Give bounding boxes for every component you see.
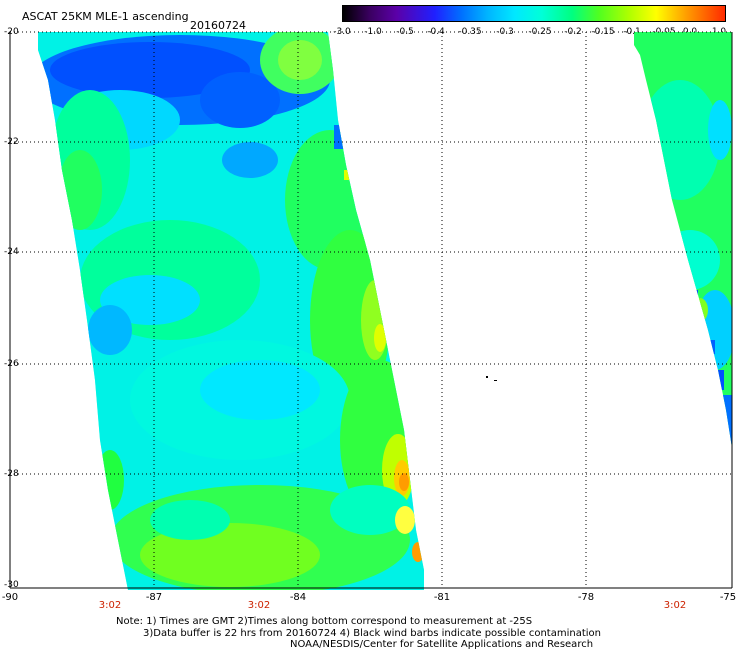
lat-label: -30 <box>4 580 19 590</box>
lat-label: -28 <box>4 469 19 479</box>
island-marks <box>486 376 497 381</box>
lon-label: -81 <box>433 592 451 603</box>
colorbar-label: -0.25 <box>528 27 552 37</box>
map-frame <box>9 32 733 589</box>
colorbar-label: -0.3 <box>496 27 514 37</box>
lon-label: -75 <box>719 592 737 603</box>
grid-lines <box>10 31 732 588</box>
swath-time-label: 3:02 <box>98 600 122 611</box>
lon-label: -90 <box>1 592 19 603</box>
left-swath-data <box>38 32 424 590</box>
color-scale-bar <box>342 5 726 22</box>
lat-label: -20 <box>4 27 19 37</box>
colorbar-label: -0.5 <box>396 27 414 37</box>
swath-time-label: 3:02 <box>663 600 687 611</box>
colorbar-label: -0.4 <box>427 27 445 37</box>
lat-label: -22 <box>4 137 19 147</box>
lon-label: -84 <box>289 592 307 603</box>
map-date: 20160724 <box>190 19 246 32</box>
lat-label: -26 <box>4 359 19 369</box>
lon-label: -78 <box>577 592 595 603</box>
note-line-3: NOAA/NESDIS/Center for Satellite Applica… <box>290 639 594 650</box>
lat-label: -24 <box>4 247 19 257</box>
note-line-1: Note: 1) Times are GMT 2)Times along bot… <box>116 616 533 627</box>
colorbar-label: -0.1 <box>623 27 641 37</box>
colorbar-label: -1.0 <box>364 27 382 37</box>
swath-time-label: 3:02 <box>247 600 271 611</box>
colorbar-label: -0.2 <box>564 27 582 37</box>
lon-label: -87 <box>145 592 163 603</box>
note-line-2: 3)Data buffer is 22 hrs from 20160724 4)… <box>143 628 601 639</box>
map-title: ASCAT 25KM MLE-1 ascending <box>22 10 189 23</box>
right-swath-data <box>634 32 732 448</box>
